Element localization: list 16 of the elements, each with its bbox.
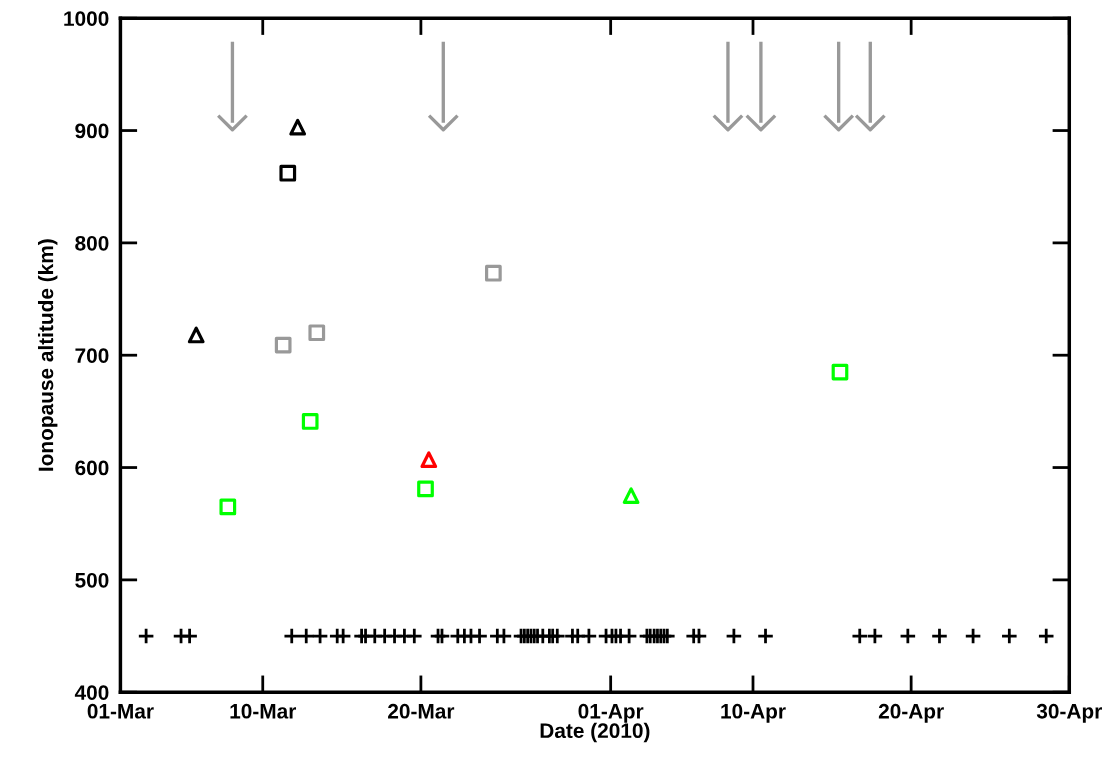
x-tick-label: 01-Apr bbox=[578, 703, 644, 723]
x-axis-title: Date (2010) bbox=[540, 722, 650, 743]
y-tick-label: 700 bbox=[75, 348, 109, 363]
y-tick-label: 500 bbox=[75, 572, 109, 588]
x-tick-label: 20-Mar bbox=[388, 703, 455, 719]
x-tick-label: 10-Mar bbox=[230, 703, 297, 719]
x-tick-label: 10-Apr bbox=[721, 703, 786, 723]
y-tick-label: 900 bbox=[75, 123, 109, 139]
x-tick-label: 01-Mar bbox=[87, 703, 154, 719]
y-tick-label: 600 bbox=[75, 460, 109, 476]
y-tick-label: 800 bbox=[75, 235, 109, 251]
y-tick-label: 1000 bbox=[64, 11, 109, 26]
y-axis-title: Ionopause altitude (km) bbox=[37, 239, 58, 471]
y-tick-label: 400 bbox=[74, 685, 109, 700]
x-tick-label: 20-Apr bbox=[878, 703, 944, 723]
x-tick-label: 30-Apr bbox=[1036, 703, 1102, 723]
